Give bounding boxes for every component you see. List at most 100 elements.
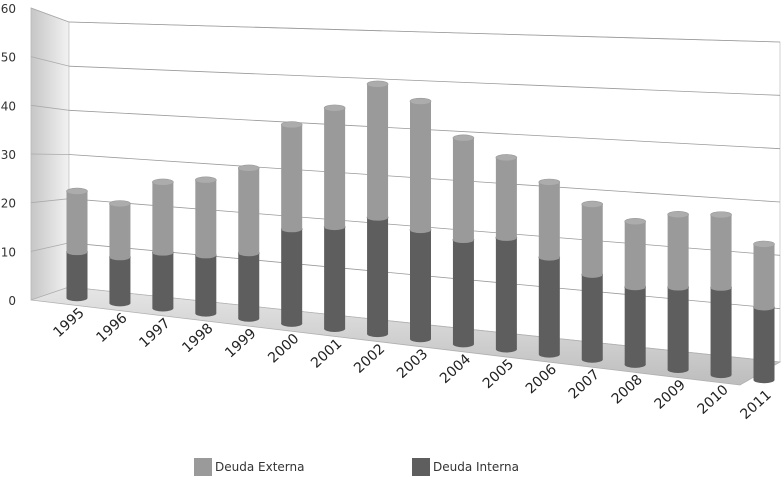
bar-top-cap xyxy=(195,176,217,184)
bar-body xyxy=(66,191,88,252)
bar-body xyxy=(495,237,517,350)
bar-top-cap xyxy=(152,178,174,186)
bar-body xyxy=(410,101,431,230)
bar-body xyxy=(324,226,346,329)
bar-deuda-interna-1997 xyxy=(152,248,174,312)
x-tick-label: 2002 xyxy=(351,341,388,377)
gridline xyxy=(68,21,781,43)
bar-bottom-cap xyxy=(624,283,646,291)
bar-body xyxy=(367,84,389,218)
bar-bottom-cap xyxy=(238,249,260,257)
bar-body xyxy=(667,287,689,370)
bar-deuda-externa-1996 xyxy=(109,200,131,261)
bar-deuda-interna-2006 xyxy=(538,253,561,358)
gridline-side xyxy=(30,242,70,252)
legend-label-deuda-interna: Deuda Interna xyxy=(433,460,519,474)
bar-top-cap xyxy=(624,218,646,226)
bar-bottom-cap xyxy=(324,325,346,332)
bar-body xyxy=(410,229,431,339)
y-tick-label: 50 xyxy=(1,51,16,65)
bar-bottom-cap xyxy=(538,351,560,358)
gridline-side xyxy=(30,153,70,155)
x-tick-label: 2008 xyxy=(609,372,646,408)
bar-deuda-interna-1998 xyxy=(195,251,217,317)
bar-bottom-cap xyxy=(367,330,389,338)
legend-item-deuda-externa: Deuda Externa xyxy=(194,458,304,476)
bar-bottom-cap xyxy=(667,284,689,291)
gridline xyxy=(68,65,781,96)
bar-deuda-interna-2001 xyxy=(323,223,346,332)
bar-body xyxy=(624,221,646,288)
x-tick-label: 1997 xyxy=(136,315,173,351)
legend-label-deuda-externa: Deuda Externa xyxy=(215,460,305,474)
gridline-side xyxy=(30,198,70,204)
x-tick-label: 2003 xyxy=(394,346,431,382)
bar-body xyxy=(109,257,131,304)
legend-item-deuda-interna: Deuda Interna xyxy=(412,458,519,476)
bar-bottom-cap xyxy=(581,356,603,363)
bar-top-cap xyxy=(237,164,260,172)
bar-bottom-cap xyxy=(66,294,88,302)
bar-deuda-externa-2005 xyxy=(495,154,518,241)
bar-deuda-interna-2002 xyxy=(366,213,389,338)
bar-deuda-interna-2005 xyxy=(495,234,518,353)
bar-body xyxy=(495,157,517,238)
bar-body xyxy=(281,229,303,324)
bar-body xyxy=(66,251,88,298)
bar-body xyxy=(538,257,560,355)
x-tick-label: 2000 xyxy=(265,331,302,367)
bar-deuda-interna-1999 xyxy=(237,249,260,322)
bar-bottom-cap xyxy=(109,299,131,307)
y-tick-label: 60 xyxy=(1,2,16,16)
bar-bottom-cap xyxy=(281,320,303,327)
bar-top-cap xyxy=(452,134,475,142)
bar-bottom-cap xyxy=(195,251,217,259)
x-tick-label: 1995 xyxy=(50,305,87,341)
legend-swatch-deuda-interna xyxy=(412,458,430,476)
bar-bottom-cap xyxy=(281,225,303,233)
bar-bottom-cap xyxy=(367,214,389,221)
x-tick-label: 2011 xyxy=(737,387,774,423)
x-tick-label: 2005 xyxy=(480,356,517,392)
bar-deuda-interna-2008 xyxy=(624,283,646,368)
bar-body xyxy=(753,244,775,308)
bar-deuda-interna-1996 xyxy=(109,253,131,307)
bar-bottom-cap xyxy=(109,253,131,261)
bar-top-cap xyxy=(667,211,689,219)
bar-deuda-interna-2004 xyxy=(452,236,475,348)
bar-deuda-externa-2003 xyxy=(409,97,432,234)
bar-top-cap xyxy=(409,97,432,105)
bar-top-cap xyxy=(753,240,775,248)
bar-deuda-externa-1995 xyxy=(66,187,88,256)
bar-top-cap xyxy=(323,104,346,112)
bar-body xyxy=(452,138,474,240)
bar-body xyxy=(367,217,389,334)
bar-body xyxy=(152,252,174,309)
bar-body xyxy=(324,108,346,227)
bar-bottom-cap xyxy=(152,305,174,312)
bar-deuda-externa-2001 xyxy=(323,104,346,231)
bar-bottom-cap xyxy=(324,223,346,231)
bar-body xyxy=(238,253,260,319)
x-tick-label: 2009 xyxy=(652,377,689,413)
bar-top-cap xyxy=(581,200,604,208)
bar-top-cap xyxy=(280,121,303,129)
bar-body xyxy=(667,214,689,288)
y-tick-label: 30 xyxy=(1,148,16,162)
bar-bottom-cap xyxy=(495,234,517,241)
bar-body xyxy=(452,239,474,345)
bar-bottom-cap xyxy=(495,346,517,353)
bar-deuda-externa-2008 xyxy=(624,218,646,291)
bar-body xyxy=(109,203,131,258)
x-tick-label: 2006 xyxy=(523,361,560,397)
x-tick-label: 1998 xyxy=(179,320,216,356)
bar-bottom-cap xyxy=(753,304,775,311)
y-tick-label: 10 xyxy=(1,245,16,259)
gridline-side xyxy=(30,7,70,23)
bar-bottom-cap xyxy=(753,376,775,384)
bar-deuda-externa-2000 xyxy=(280,121,303,233)
gridline-side xyxy=(30,104,70,111)
y-tick-label: 0 xyxy=(8,294,16,308)
bar-top-cap xyxy=(366,80,389,88)
